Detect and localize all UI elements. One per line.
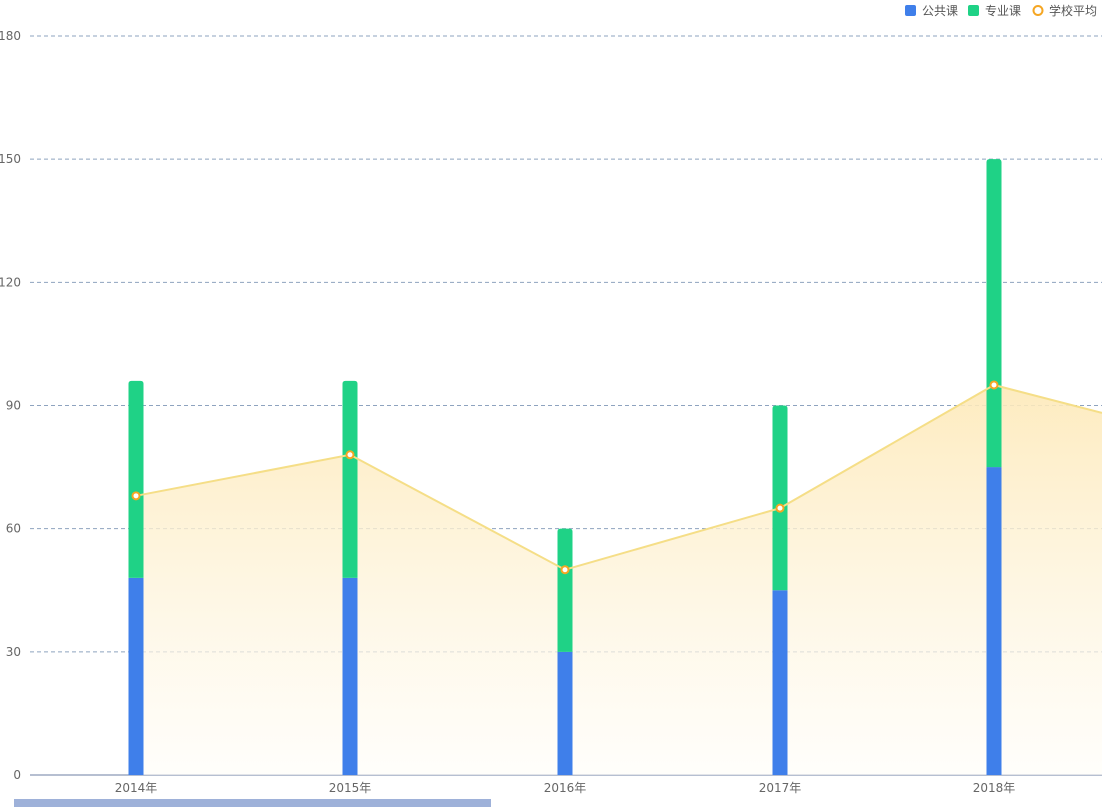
average-point-0 — [131, 491, 141, 501]
bar-major-2 — [557, 528, 573, 652]
legend-swatch-1 — [968, 5, 979, 16]
bar-major-3 — [772, 405, 788, 591]
average-point-1 — [345, 450, 355, 460]
y-tick-label-150: 150 — [0, 152, 21, 166]
bar-public-1 — [342, 577, 358, 775]
bar-major-1 — [342, 380, 358, 578]
y-tick-label-120: 120 — [0, 275, 21, 289]
bar-public-3 — [772, 590, 788, 775]
horizontal-scrollbar[interactable] — [14, 799, 491, 807]
legend-label-1: 专业课 — [985, 3, 1021, 18]
bar-public-4 — [986, 467, 1002, 775]
x-axis-labels: 2014年 2015年 2016年 2017年 2018年 — [115, 781, 1016, 795]
bar-public-2 — [557, 651, 573, 775]
y-tick-label-180: 180 — [0, 29, 21, 43]
y-tick-label-0: 0 — [13, 768, 21, 782]
y-axis-labels: 0 30 60 90 120 150 180 — [0, 29, 21, 782]
average-point-2 — [560, 565, 570, 575]
bar-public-0 — [128, 577, 144, 775]
bars — [128, 159, 1002, 775]
legend-swatch-2 — [1032, 5, 1044, 16]
bar-major-4 — [986, 159, 1002, 468]
average-area — [136, 384, 1102, 775]
x-tick-label-0: 2014年 — [115, 781, 158, 795]
legend-label-0: 公共课 — [922, 4, 958, 18]
x-tick-label-1: 2015年 — [329, 781, 372, 795]
legend-swatch-0 — [905, 5, 916, 16]
average-point-4 — [989, 380, 999, 390]
x-tick-label-4: 2018年 — [973, 781, 1016, 795]
average-line-path — [135, 383, 1102, 571]
x-tick-label-2: 2016年 — [544, 781, 587, 795]
y-tick-label-90: 90 — [6, 399, 21, 413]
average-point-3 — [775, 503, 785, 513]
x-tick-label-3: 2017年 — [759, 781, 802, 795]
legend[interactable]: 公共课 专业课 学校平均 — [905, 3, 1097, 18]
average-area-fill — [136, 384, 1102, 775]
y-tick-label-60: 60 — [6, 522, 21, 536]
y-tick-label-30: 30 — [6, 645, 21, 659]
bar-major-0 — [128, 380, 144, 578]
legend-label-2: 学校平均 — [1049, 3, 1097, 18]
average-line — [131, 380, 1102, 575]
